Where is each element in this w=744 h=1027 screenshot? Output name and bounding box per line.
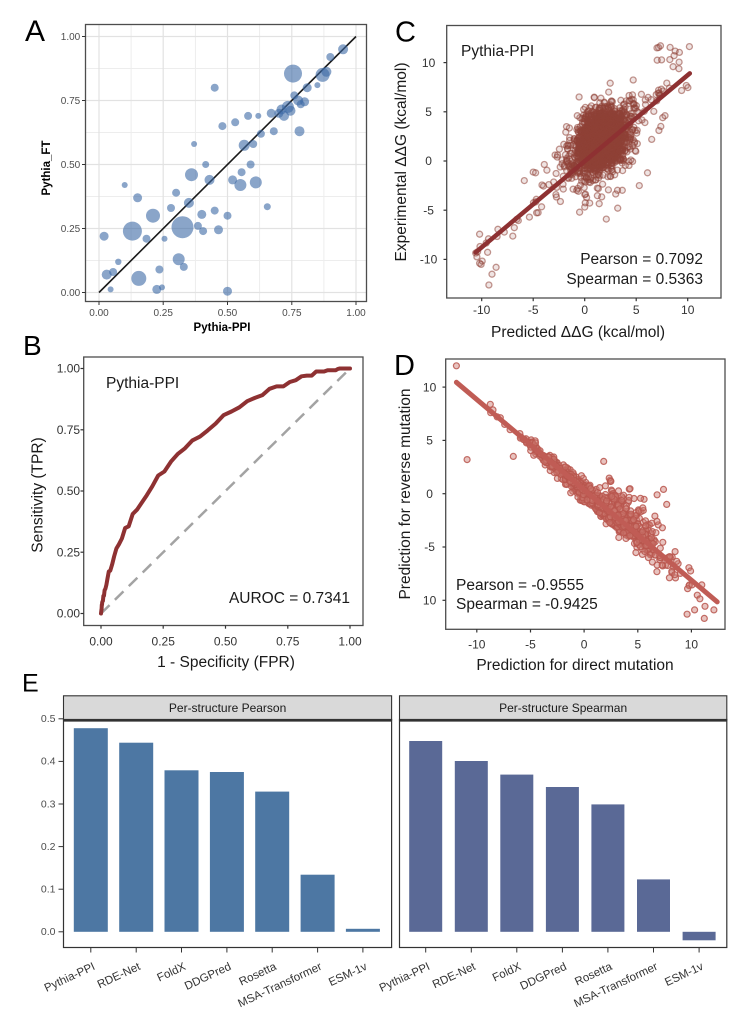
svg-text:-10: -10 — [420, 253, 438, 267]
svg-text:0.50: 0.50 — [214, 635, 238, 649]
svg-text:Pythia_FT: Pythia_FT — [41, 141, 53, 196]
svg-text:1.00: 1.00 — [57, 362, 81, 376]
svg-text:Per-structure Spearman: Per-structure Spearman — [499, 701, 627, 715]
svg-text:Spearman = -0.9425: Spearman = -0.9425 — [456, 596, 598, 613]
svg-text:0.2: 0.2 — [41, 841, 56, 853]
svg-text:-10: -10 — [468, 637, 486, 651]
svg-text:Pythia-PPI: Pythia-PPI — [461, 43, 534, 60]
svg-text:-5: -5 — [525, 637, 536, 651]
svg-text:1.00: 1.00 — [61, 32, 81, 43]
svg-text:0.4: 0.4 — [41, 756, 56, 768]
svg-text:0.00: 0.00 — [89, 635, 113, 649]
svg-text:B: B — [23, 330, 42, 361]
svg-text:DDGPred: DDGPred — [183, 961, 233, 993]
svg-text:5: 5 — [426, 434, 433, 448]
svg-text:0: 0 — [581, 303, 588, 317]
svg-text:Pythia-PPI: Pythia-PPI — [194, 322, 251, 334]
svg-text:ESM-1v: ESM-1v — [327, 961, 369, 989]
svg-text:AUROC = 0.7341: AUROC = 0.7341 — [229, 590, 350, 607]
svg-text:1.00: 1.00 — [338, 635, 362, 649]
svg-text:0.00: 0.00 — [57, 607, 81, 621]
svg-text:0.50: 0.50 — [57, 484, 81, 498]
svg-text:Pythia-PPI: Pythia-PPI — [378, 961, 432, 995]
svg-text:0.50: 0.50 — [218, 308, 238, 319]
svg-text:-5: -5 — [528, 303, 539, 317]
svg-text:0: 0 — [581, 637, 588, 651]
svg-text:1 - Specificity (FPR): 1 - Specificity (FPR) — [157, 654, 295, 671]
svg-text:C: C — [395, 17, 416, 49]
svg-text:0.75: 0.75 — [276, 635, 300, 649]
svg-text:0: 0 — [425, 154, 432, 168]
svg-text:RDE-Net: RDE-Net — [431, 961, 478, 992]
svg-text:E: E — [22, 670, 39, 698]
svg-text:0.25: 0.25 — [152, 635, 176, 649]
svg-text:1.00: 1.00 — [346, 308, 366, 319]
svg-text:MSA-Transformer: MSA-Transformer — [572, 961, 660, 1010]
svg-text:0.3: 0.3 — [41, 798, 56, 810]
svg-text:0.75: 0.75 — [61, 96, 81, 107]
svg-text:5: 5 — [633, 303, 640, 317]
svg-text:-10: -10 — [473, 303, 491, 317]
svg-text:Predicted ΔΔG (kcal/mol): Predicted ΔΔG (kcal/mol) — [491, 324, 665, 341]
svg-text:-5: -5 — [423, 203, 434, 217]
svg-text:10: 10 — [423, 380, 437, 394]
svg-text:0: 0 — [426, 487, 433, 501]
svg-text:D: D — [394, 350, 415, 382]
svg-text:DDGPred: DDGPred — [518, 961, 568, 993]
svg-text:0.00: 0.00 — [61, 288, 81, 299]
svg-text:Pythia-PPI: Pythia-PPI — [106, 375, 179, 392]
svg-text:0.50: 0.50 — [61, 160, 81, 171]
svg-text:0.1: 0.1 — [41, 884, 56, 896]
svg-text:Per-structure Pearson: Per-structure Pearson — [169, 701, 286, 715]
svg-text:A: A — [25, 15, 45, 48]
svg-text:10: 10 — [681, 303, 695, 317]
svg-text:RDE-Net: RDE-Net — [96, 961, 143, 992]
svg-text:Pearson = 0.7092: Pearson = 0.7092 — [580, 251, 703, 268]
svg-text:0.00: 0.00 — [89, 308, 109, 319]
svg-text:0.75: 0.75 — [282, 308, 302, 319]
svg-text:5: 5 — [425, 105, 432, 119]
svg-text:Pythia-PPI: Pythia-PPI — [43, 961, 97, 995]
svg-text:Spearman = 0.5363: Spearman = 0.5363 — [566, 271, 703, 288]
svg-text:0.25: 0.25 — [153, 308, 173, 319]
svg-text:10: 10 — [423, 594, 437, 608]
svg-text:-5: -5 — [424, 540, 435, 554]
svg-text:Pearson = -0.9555: Pearson = -0.9555 — [456, 577, 584, 594]
svg-text:5: 5 — [634, 637, 641, 651]
svg-text:MSA-Transformer: MSA-Transformer — [236, 961, 324, 1010]
svg-text:0.0: 0.0 — [41, 926, 56, 938]
svg-text:0.25: 0.25 — [61, 224, 81, 235]
svg-text:0.5: 0.5 — [41, 713, 56, 725]
svg-text:0.25: 0.25 — [57, 546, 81, 560]
svg-text:Prediction for direct mutation: Prediction for direct mutation — [476, 657, 673, 674]
svg-text:Prediction for reverse mutatio: Prediction for reverse mutation — [397, 388, 414, 599]
svg-text:0.75: 0.75 — [57, 423, 81, 437]
svg-text:Sensitivity (TPR): Sensitivity (TPR) — [30, 437, 47, 552]
svg-text:10: 10 — [422, 56, 436, 70]
svg-text:ESM-1v: ESM-1v — [663, 961, 705, 989]
svg-text:10: 10 — [685, 637, 699, 651]
svg-text:Experimental ΔΔG (kcal/mol): Experimental ΔΔG (kcal/mol) — [393, 62, 410, 261]
